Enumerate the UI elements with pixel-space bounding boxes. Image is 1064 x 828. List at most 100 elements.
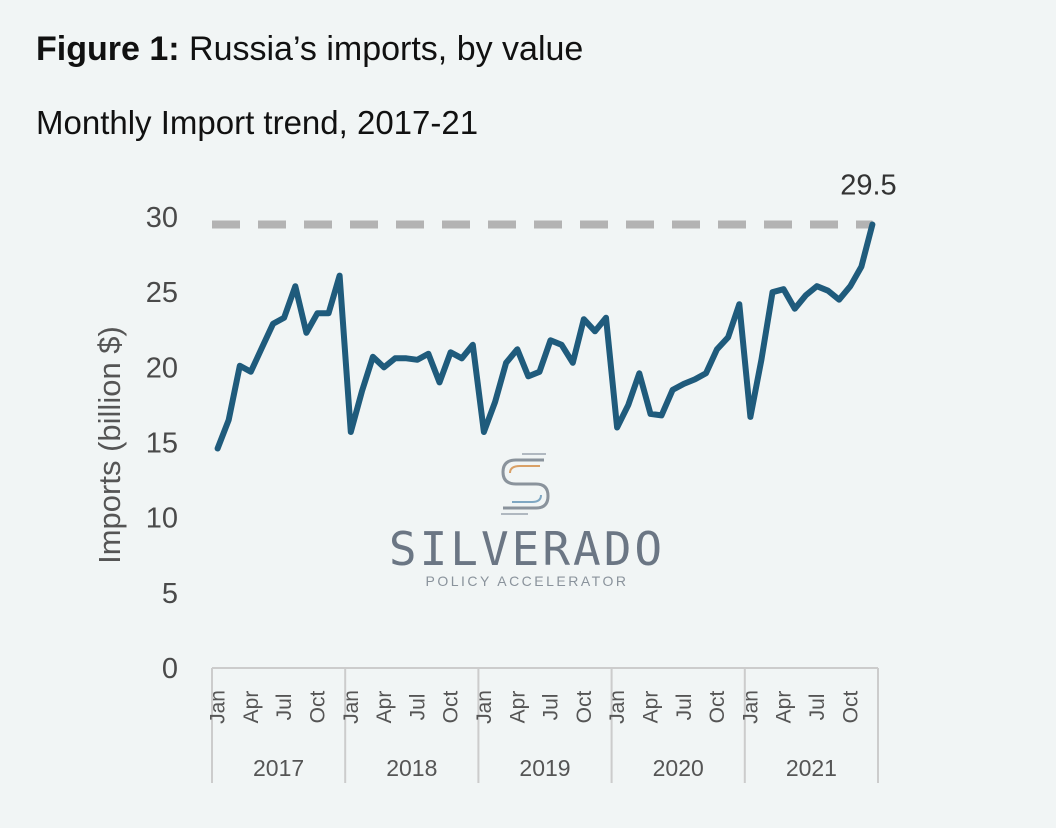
data-point (781, 286, 787, 292)
data-point (448, 349, 454, 355)
data-point (414, 357, 420, 363)
data-point (525, 373, 531, 379)
series-points (215, 222, 876, 452)
year-label: 2019 (519, 755, 570, 781)
data-point (215, 446, 221, 452)
y-axis: 0 5 10 15 20 25 30 (146, 202, 178, 685)
data-point (703, 370, 709, 376)
data-point (392, 355, 398, 361)
data-point (270, 321, 276, 327)
data-point (581, 316, 587, 322)
watermark-name: SILVERADO (389, 522, 665, 576)
month-tick-label: Oct (440, 691, 463, 724)
data-point (248, 369, 254, 375)
data-point (381, 364, 387, 370)
year-label: 2018 (386, 755, 437, 781)
y-tick-label: 0 (162, 653, 178, 685)
data-point (425, 351, 431, 357)
data-point (226, 417, 232, 423)
data-point (548, 337, 554, 343)
month-tick-label: Jul (273, 694, 296, 721)
data-point (481, 429, 487, 435)
y-tick-label: 5 (162, 578, 178, 610)
month-tick-label: Apr (373, 691, 396, 724)
month-tick-label: Jan (207, 690, 230, 724)
data-point (725, 334, 731, 340)
data-point (592, 328, 598, 334)
figure-title: Figure 1: Russia’s imports, by value (36, 30, 583, 69)
month-tick-label: Jul (673, 694, 696, 721)
data-point (292, 283, 298, 289)
data-point (470, 342, 476, 348)
data-point (503, 360, 509, 366)
data-point (758, 357, 764, 363)
data-point (337, 273, 343, 279)
data-point (770, 289, 776, 295)
data-point (459, 355, 465, 361)
month-tick-label: Oct (306, 691, 329, 724)
month-tick-label: Apr (240, 691, 263, 724)
watermark-tagline: POLICY ACCELERATOR (426, 573, 629, 589)
month-tick-label: Apr (506, 691, 529, 724)
month-tick-label: Jul (806, 694, 829, 721)
data-point (714, 346, 720, 352)
data-point (492, 399, 498, 405)
x-axis: 2017 Jan Apr Jul Oct 2018 Jan Apr Jul Oct 2019 Jan A… (207, 667, 879, 783)
silverado-logo-icon (501, 453, 550, 515)
data-point (792, 306, 798, 312)
data-point (670, 387, 676, 393)
data-point (614, 424, 620, 430)
data-point (814, 283, 820, 289)
page-edge (1056, 0, 1064, 828)
data-point (847, 283, 853, 289)
y-tick-label: 15 (146, 428, 178, 460)
month-tick-label: Jan (340, 690, 363, 724)
y-tick-label: 20 (146, 352, 178, 384)
data-point (359, 388, 365, 394)
year-label: 2017 (253, 755, 304, 781)
data-point (570, 360, 576, 366)
y-tick-label: 25 (146, 277, 178, 309)
data-point (647, 411, 653, 417)
month-tick-label: Jan (473, 690, 496, 724)
data-point (825, 288, 831, 294)
month-tick-label: Oct (706, 691, 729, 724)
imports-series-line (214, 221, 876, 452)
data-point (281, 315, 287, 321)
data-point (348, 429, 354, 435)
y-tick-label: 10 (146, 503, 178, 535)
figure-title-prefix: Figure 1: (36, 30, 180, 68)
max-value-label: 29.5 (840, 170, 896, 202)
month-tick-label: Jan (606, 690, 629, 724)
data-point (559, 342, 565, 348)
year-label: 2021 (786, 755, 837, 781)
data-point (403, 355, 409, 361)
data-point (636, 370, 642, 376)
data-point (536, 369, 542, 375)
data-point (681, 381, 687, 387)
data-point (314, 310, 320, 316)
y-axis-label: Imports (billion $) (92, 326, 127, 564)
data-point (692, 376, 698, 382)
data-point (437, 379, 443, 385)
year-label: 2020 (653, 755, 704, 781)
month-tick-label: Oct (573, 691, 596, 724)
month-tick-label: Apr (639, 691, 662, 724)
silverado-watermark: SILVERADO POLICY ACCELERATOR (389, 453, 665, 589)
data-point (237, 363, 243, 369)
y-tick-label: 30 (146, 202, 178, 234)
data-point (625, 402, 631, 408)
month-tick-label: Jul (406, 694, 429, 721)
data-point (259, 345, 265, 351)
month-tick-label: Jan (739, 690, 762, 724)
data-point (747, 414, 753, 420)
data-point (803, 292, 809, 298)
data-point (514, 346, 520, 352)
month-tick-label: Oct (839, 691, 862, 724)
data-point (370, 354, 376, 360)
data-point (303, 330, 309, 336)
data-point (603, 315, 609, 321)
data-point (326, 310, 332, 316)
